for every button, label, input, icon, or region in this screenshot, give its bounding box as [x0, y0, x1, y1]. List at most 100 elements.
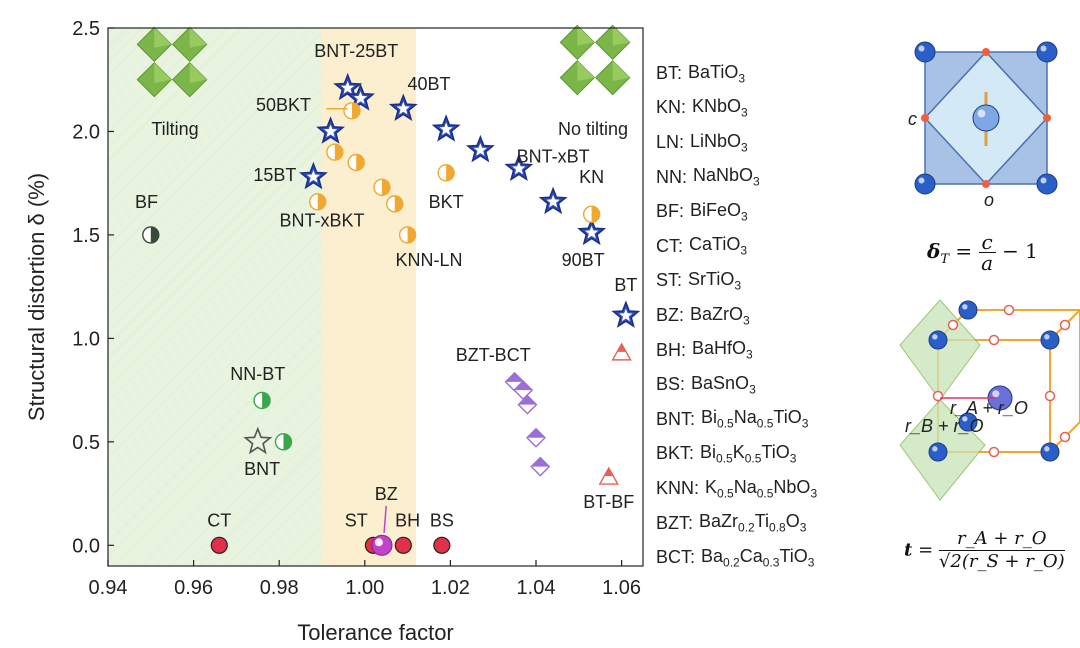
data-point [243, 426, 273, 455]
annotation-label: KNN-LN [395, 250, 462, 270]
legend-key: BF: [656, 201, 685, 222]
legend-key: BCT: [656, 547, 696, 568]
data-point [577, 217, 607, 246]
data-point [309, 193, 327, 211]
data-point [343, 102, 361, 120]
circle-half-fill [150, 226, 159, 243]
bz-arrow [383, 505, 387, 533]
t-fraction: r_A + r_O √2(r_S + r_O) [938, 528, 1065, 573]
corner-atom-shine [932, 334, 938, 340]
y-tick-label: 1.0 [72, 328, 100, 350]
star-inner [512, 161, 526, 175]
circle-half-fill [591, 206, 600, 223]
data-point [611, 342, 632, 361]
legend-formula: BaZr0.2Ti0.8O3 [699, 511, 807, 535]
circle-half-fill [407, 226, 416, 243]
data-point [346, 83, 376, 111]
annotation-label: 40BT [407, 74, 450, 94]
annotation-label: CT [207, 511, 231, 531]
x-tick-label: 1.00 [345, 577, 384, 599]
tilting-octahedra-icon [136, 26, 208, 98]
a-site-atom-shine [1040, 45, 1047, 52]
data-point [316, 116, 345, 144]
legend-key: NN: [656, 166, 687, 187]
legend: BT: BaTiO3 KN: KNbO3 LN: LiNbO3 NN: NaNbO3 BF: Bi… [656, 56, 886, 575]
region-1 [322, 28, 417, 566]
annotation-label: BH [395, 511, 420, 531]
legend-formula: Bi0.5K0.5TiO3 [700, 442, 797, 466]
oxygen-site [1003, 304, 1015, 316]
legend-key: BZT: [656, 512, 694, 533]
data-point [513, 380, 534, 401]
annotation-label: 50BKT [256, 95, 311, 115]
no-tilting-octahedra-icon [559, 24, 631, 96]
legend-key: BKT: [656, 443, 695, 464]
corner-atom [928, 442, 948, 462]
y-tick-label: 0.5 [72, 432, 100, 454]
oxygen-site [1044, 390, 1056, 402]
data-point [517, 394, 538, 415]
corner-atom-shine [1044, 334, 1050, 340]
data-point [210, 536, 228, 554]
data-point [298, 161, 328, 190]
star-inner [341, 81, 355, 94]
star-shape [243, 426, 273, 455]
data-point [437, 164, 455, 182]
annotation-label: ST [345, 511, 368, 531]
octahedron-facet [189, 27, 207, 48]
delta-eq: = [955, 239, 973, 263]
legend-entry: NN: NaNbO3 [656, 160, 886, 195]
delta-fraction: c a [978, 232, 996, 273]
circle-highlight [374, 538, 383, 547]
delta-tail: − 1 [1002, 239, 1038, 263]
data-point [326, 143, 344, 161]
b-site-atom-shine [977, 109, 986, 118]
t-num: r_A + r_O [938, 528, 1065, 551]
circle-fill [394, 536, 412, 554]
corner-atom-shine [932, 446, 938, 452]
x-tick-label: 1.04 [517, 577, 556, 599]
diamond-half-fill [531, 457, 550, 467]
circle-half-fill [351, 102, 360, 119]
star-inner [323, 124, 338, 138]
legend-entry: BCT: Ba0.2Ca0.3TiO3 [656, 540, 886, 575]
legend-formula: SrTiO3 [688, 269, 742, 293]
region-hatch [108, 28, 322, 566]
legend-formula: Bi0.5Na0.5TiO3 [701, 407, 809, 432]
legend-formula: BaSnO3 [691, 372, 756, 397]
tolerance-formula: t = r_A + r_O √2(r_S + r_O) [904, 528, 1065, 573]
triangle-half-fill [617, 343, 627, 352]
legend-formula: CaTiO3 [689, 234, 748, 259]
annotation-label: BNT-xBKT [279, 211, 364, 231]
data-point [431, 114, 461, 142]
diamond-half-fill [518, 395, 537, 405]
t-den: √2(r_S + r_O) [938, 551, 1065, 572]
legend-entry: KNN: K0.5Na0.5NbO3 [656, 471, 886, 506]
star-inner [439, 122, 453, 136]
annotation-label: BNT [244, 459, 280, 479]
diamond-half-fill [514, 381, 533, 391]
octahedron-facet [612, 25, 630, 46]
oxygen-atom [1043, 114, 1051, 122]
annotation-label: KN [579, 167, 604, 187]
annotation-label: BF [135, 192, 158, 212]
rb-ro-label: r_B + r_O [905, 416, 984, 436]
corner-atom-shine [962, 416, 968, 422]
legend-key: BZ: [656, 304, 685, 325]
legend-key: ST: [656, 270, 683, 291]
corner-atom [958, 300, 978, 320]
data-point [582, 205, 601, 223]
annotation-label: BZT-BCT [456, 345, 531, 365]
y-axis-label: Structural distortion δ (%) [24, 173, 49, 421]
data-point [398, 226, 417, 244]
circle-big-fill [371, 534, 393, 556]
a-site-atom-shine [1040, 177, 1047, 184]
circle-half-fill [381, 179, 390, 196]
oxygen-site [988, 446, 1000, 458]
triangle-half-fill [604, 468, 614, 477]
circle-fill [210, 536, 228, 554]
circle-fill [433, 536, 451, 554]
annotation-label: BT [614, 275, 637, 295]
oxygen-site [988, 334, 1000, 346]
a-site-atom [914, 173, 936, 195]
